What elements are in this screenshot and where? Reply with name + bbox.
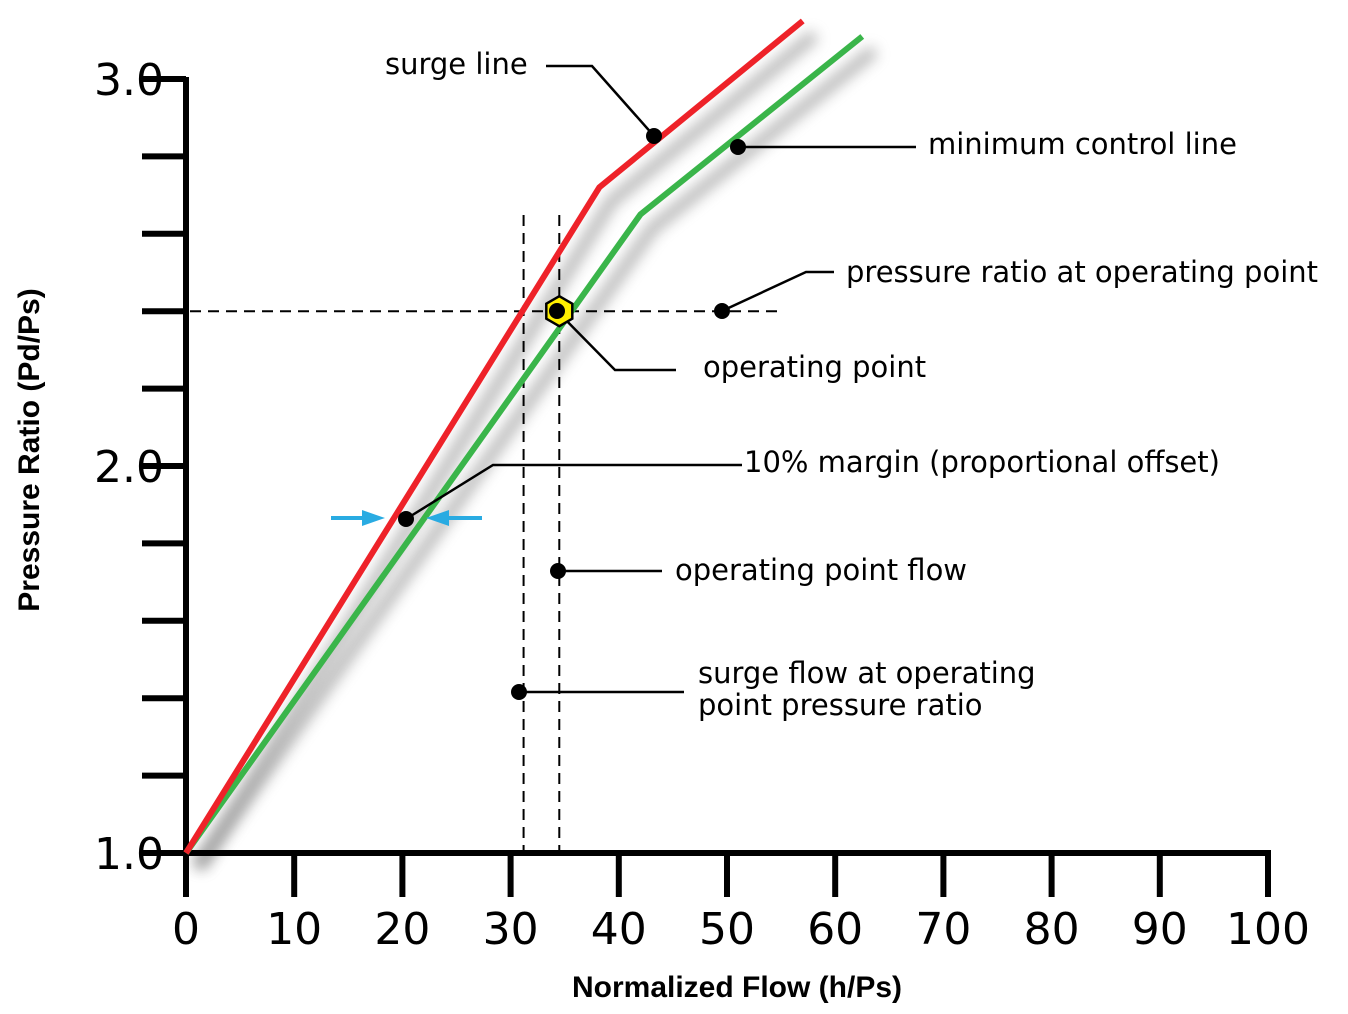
- surge-line-line: [183, 18, 805, 855]
- annotation-leaders: [405, 64, 916, 694]
- x-tick-label: 70: [915, 904, 971, 955]
- reference-lines: [190, 215, 782, 853]
- axes: 0 10 20 30 40 50 60 70 80 90 100 1.0 2.0 3.0: [94, 55, 1310, 955]
- surge-line-leader: [546, 64, 655, 137]
- surge-flow-dot: [511, 684, 527, 700]
- minimum-control-line-line: [183, 34, 865, 855]
- surge-flow-label-line1: surge flow at operating: [698, 656, 1036, 690]
- margin-label: 10% margin (proportional offset): [744, 445, 1220, 479]
- margin-dot: [398, 511, 414, 527]
- x-tick-label: 40: [591, 904, 647, 955]
- x-tick-label: 60: [807, 904, 863, 955]
- x-tick-label: 50: [699, 904, 755, 955]
- markers: [331, 128, 746, 700]
- operating-point-dot: [549, 303, 565, 319]
- margin-arrow-right-head: [426, 510, 449, 526]
- surge-line-label: surge line: [385, 47, 528, 81]
- operating-point-flow-dot: [550, 563, 566, 579]
- y-tick-label: 1.0: [94, 829, 164, 880]
- x-tick-label: 20: [374, 904, 430, 955]
- x-tick-label: 0: [172, 904, 200, 955]
- surge-flow-label-line2: point pressure ratio: [698, 688, 983, 722]
- y-axis-title: Pressure Ratio (Pd/Ps): [13, 288, 46, 611]
- x-tick-label: 80: [1024, 904, 1080, 955]
- surge-line-dot: [646, 128, 662, 144]
- operating-point-label: operating point: [703, 350, 926, 384]
- operating-point-flow-label: operating point flow: [675, 553, 967, 587]
- pressure-ratio-dot: [714, 303, 730, 319]
- x-tick-label: 90: [1132, 904, 1188, 955]
- series-lines: [183, 18, 865, 855]
- x-tick-label: 100: [1226, 904, 1310, 955]
- minimum-control-line-dot: [730, 139, 746, 155]
- series-shadow: [193, 45, 879, 871]
- margin-arrow-left-head: [362, 510, 385, 526]
- x-tick-label: 30: [483, 904, 539, 955]
- pressure-ratio-leader: [721, 270, 834, 313]
- operating-point-leader: [556, 310, 676, 372]
- x-tick-label: 10: [266, 904, 322, 955]
- minimum-control-line-label: minimum control line: [928, 127, 1237, 161]
- y-tick-label: 3.0: [94, 55, 164, 106]
- y-tick-label: 2.0: [94, 442, 164, 493]
- margin-leader: [405, 463, 742, 521]
- x-axis-title: Normalized Flow (h/Ps): [572, 971, 902, 1004]
- pressure-ratio-at-operating-point-label: pressure ratio at operating point: [846, 255, 1318, 289]
